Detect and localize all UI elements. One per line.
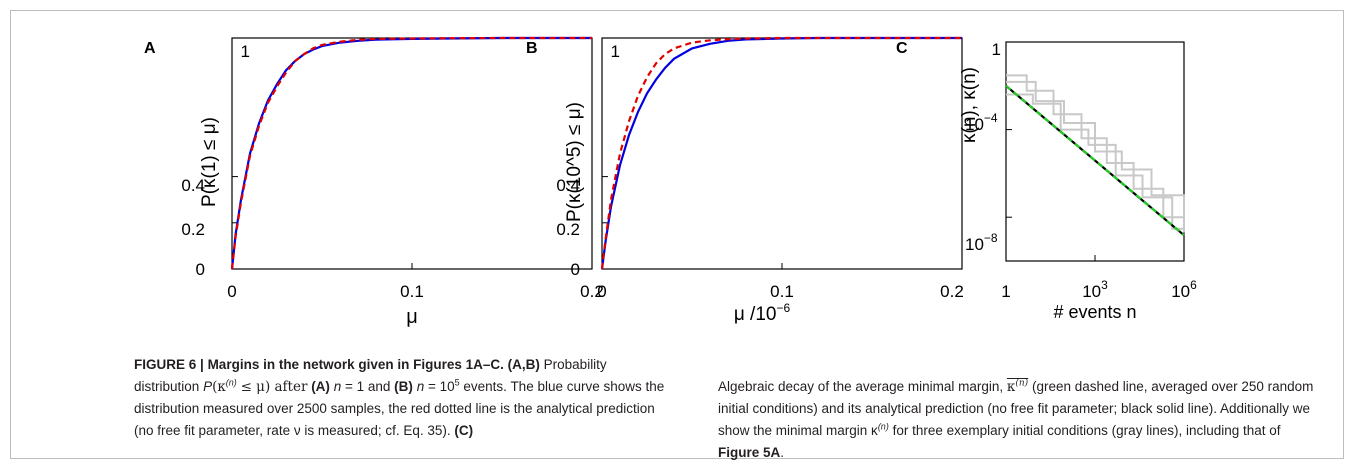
- panel-c-ytick-1: 10−8: [965, 231, 998, 254]
- caption-c-ref: (C): [454, 423, 474, 438]
- caption-n-1: n: [333, 379, 342, 394]
- caption-right-text-2: (green dashed line, averaged over 250 ra…: [718, 379, 1314, 438]
- caption-figure-ref: Figure 5A: [718, 445, 781, 460]
- caption-right-sup: (n): [1015, 378, 1029, 389]
- panel-b: B 0 0.2 0.4 1 0 0.1 0.2 μ /10−6 P(κ(10^5…: [526, 36, 964, 325]
- figure-frame: [10, 10, 1344, 459]
- panel-a-xlabel: μ: [406, 306, 418, 328]
- panel-c: C 10−4 10−8 1 1 103 106 # events n κ(n),…: [896, 40, 1197, 322]
- panel-a-xtick-2: 0.2: [580, 282, 604, 301]
- panel-c-xlabel: # events n: [1053, 302, 1136, 322]
- panel-b-xtick-0: 0: [597, 282, 606, 301]
- caption-ab-ref: (A,B): [507, 357, 540, 372]
- panel-b-ytick-3: 1: [611, 42, 620, 61]
- caption-n-2: n: [416, 379, 425, 394]
- panel-b-ticks: [601, 37, 963, 270]
- caption-b-ref: (B): [394, 379, 413, 394]
- panel-b-axes: [601, 37, 963, 270]
- panel-a-ytick-0: 0: [196, 260, 205, 279]
- caption-text-5: = 10: [427, 379, 455, 394]
- panel-b-ytick-1: 0.2: [556, 220, 580, 239]
- panel-c-xtick-0: 1: [1001, 282, 1010, 301]
- caption-left: FIGURE 6 | Margins in the network given …: [134, 354, 674, 442]
- panel-a-label: A: [144, 40, 156, 57]
- caption-text-3: ≤ μ) after: [240, 379, 308, 395]
- caption-text-4: = 1 and: [344, 379, 391, 394]
- panel-c-label: C: [896, 40, 908, 57]
- panel-c-xtick-2-exp: 6: [1190, 278, 1197, 292]
- panel-c-ytick-2: 1: [992, 40, 1001, 59]
- caption-figure-label: FIGURE 6 |: [134, 357, 204, 372]
- panel-c-ytick-1-exp: −8: [984, 231, 998, 245]
- panel-c-ytick-0-base: 10: [965, 115, 984, 134]
- caption-text-6: events. The blue curve shows the distrib…: [134, 379, 665, 438]
- panel-b-ytick-2: 0.4: [556, 176, 580, 195]
- panel-b-lines: [600, 36, 962, 270]
- caption-sup-5: 5: [454, 377, 460, 388]
- panel-b-series-0: [600, 36, 962, 270]
- caption-right-text-1: Algebraic decay of the average minimal m…: [718, 379, 1004, 394]
- panel-a-ytick-3: 1: [241, 42, 250, 61]
- panel-c-xtick-1-exp: 3: [1101, 278, 1108, 292]
- panel-b-xlabel-main: μ /10: [734, 304, 777, 325]
- panel-c-xtick-1-base: 10: [1082, 282, 1101, 301]
- panel-b-ylabel: P(κ(10^5) ≤ μ): [564, 102, 585, 222]
- caption-right-text-3: for three exemplary initial conditions (…: [892, 423, 1281, 438]
- panel-c-ytick-0-exp: −4: [984, 111, 998, 125]
- panel-a-lines: [230, 36, 592, 270]
- panel-b-label: B: [526, 40, 538, 57]
- panel-b-series-1: [600, 36, 962, 270]
- figure-panels: A 0 0.2 0.4 1 0 0.1 0.2 μ P(κ(1) ≤ μ) B …: [144, 36, 1197, 328]
- panel-c-xtick-2: 106: [1171, 278, 1197, 301]
- panel-a-xtick-0: 0: [227, 282, 236, 301]
- panel-a: A 0 0.2 0.4 1 0 0.1 0.2 μ P(κ(1) ≤ μ): [144, 36, 604, 328]
- panel-a-ytick-1: 0.2: [181, 220, 205, 239]
- panel-a-series-1: [230, 36, 592, 270]
- caption-right-sup-2: (n): [877, 421, 889, 432]
- caption-right: Algebraic decay of the average minimal m…: [718, 376, 1318, 464]
- panel-b-ytick-0: 0: [571, 260, 580, 279]
- panel-a-xtick-1: 0.1: [400, 282, 424, 301]
- panel-a-ylabel: P(κ(1) ≤ μ): [199, 117, 220, 207]
- caption-sup-n: (n): [225, 377, 237, 388]
- panel-c-xtick-2-base: 10: [1171, 282, 1190, 301]
- panel-c-series-4: [1006, 80, 1185, 233]
- panel-c-xtick-1: 103: [1082, 278, 1108, 301]
- caption-text-2: (κ: [212, 379, 226, 395]
- panel-a-ytick-2: 0.4: [181, 176, 205, 195]
- panel-c-ytick-1-base: 10: [965, 235, 984, 254]
- caption-title: Margins in the network given in Figures …: [207, 357, 504, 372]
- panel-c-ticks: [1005, 41, 1185, 261]
- panel-c-lines: [1005, 74, 1185, 237]
- caption-right-kappa-symbol: κ: [1006, 379, 1016, 395]
- panel-c-ytick-0: 10−4: [965, 111, 998, 134]
- panel-b-xlabel: μ /10−6: [734, 301, 791, 325]
- panel-c-series-1: [1005, 84, 1185, 237]
- panel-b-xlabel-exp: −6: [776, 301, 790, 315]
- caption-right-kappa: κ(n): [1007, 379, 1028, 395]
- caption-text-1: Probability distribution: [134, 357, 607, 394]
- panel-b-xtick-2: 0.2: [940, 282, 964, 301]
- caption-p: P: [203, 379, 213, 394]
- panel-c-ylabel: κ(n), κ(n): [959, 67, 980, 143]
- caption-right-text-4: .: [780, 445, 785, 460]
- panel-b-xtick-1: 0.1: [770, 282, 794, 301]
- caption-a-ref: (A): [311, 379, 330, 394]
